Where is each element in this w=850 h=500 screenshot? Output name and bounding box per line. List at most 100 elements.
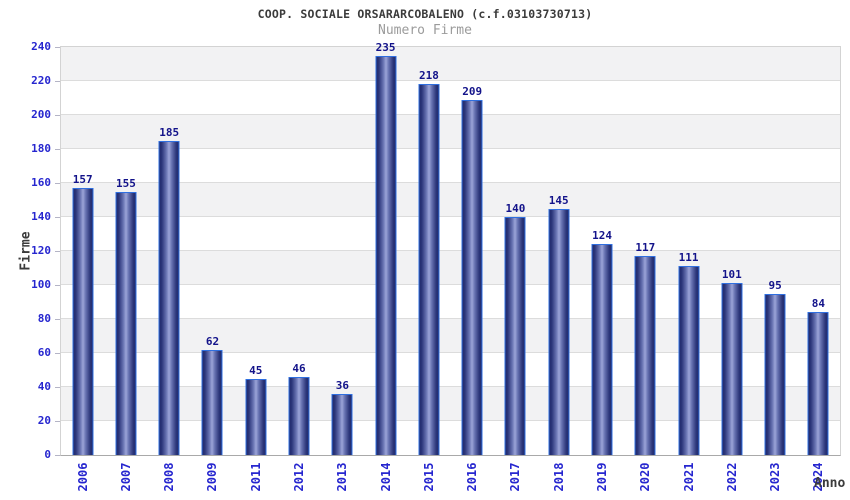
gridline — [61, 80, 840, 81]
gridline — [61, 114, 840, 115]
x-tick-slot: 2006 — [61, 458, 104, 496]
bar-value-label: 140 — [505, 202, 526, 215]
x-axis-title: Anno — [814, 476, 846, 491]
y-tick-label: 240 — [31, 40, 51, 53]
x-tick-slot: 2021 — [667, 458, 710, 496]
y-axis-title: Firme — [18, 231, 34, 271]
x-tick-slot: 2009 — [191, 458, 234, 496]
bar-slot: 145 — [537, 47, 580, 455]
y-tick-mark — [55, 455, 60, 456]
y-tick-label: 160 — [31, 176, 51, 189]
bar-slot: 124 — [580, 47, 623, 455]
bar-value-label: 111 — [678, 251, 699, 265]
chart-subtitle: Numero Firme — [378, 23, 472, 38]
x-tick-label: 2011 — [248, 462, 263, 492]
bar-2021 — [678, 266, 700, 455]
x-tick-label: 2022 — [724, 462, 739, 492]
x-tick-slot: 2015 — [407, 458, 450, 496]
bar-2018 — [548, 208, 570, 455]
y-tick-label: 120 — [31, 244, 51, 257]
y-tick-mark — [55, 387, 60, 388]
y-tick-label: 20 — [37, 414, 51, 427]
bar-value-label: 117 — [635, 241, 656, 255]
gridline — [61, 148, 840, 149]
gridline — [61, 420, 840, 421]
x-tick-slot: 2017 — [494, 458, 537, 496]
x-tick-label: 2019 — [595, 462, 610, 492]
bar-value-label: 209 — [462, 84, 483, 98]
bar-2007 — [115, 191, 137, 455]
y-tick-label: 100 — [31, 278, 51, 291]
bar-value-label: 124 — [592, 229, 612, 243]
y-tick-mark — [55, 217, 60, 218]
bar-2009 — [201, 349, 223, 455]
bars-layer: 157 155 185 62 45 46 36 235 218 209 140 145 124 117 11… — [61, 41, 840, 455]
x-tick-slot: 2014 — [364, 458, 407, 496]
bar-value-label: 45 — [249, 363, 263, 377]
plot-area — [60, 46, 841, 456]
x-tick-slot: 2007 — [104, 458, 147, 496]
x-tick-label: 2007 — [118, 462, 133, 492]
bar-value-label: 155 — [115, 176, 136, 190]
x-tick-label: 2020 — [638, 462, 653, 492]
x-tick-slot: 2020 — [624, 458, 667, 496]
x-tick-label: 2008 — [162, 462, 177, 492]
y-tick-label: 60 — [37, 346, 51, 359]
bar-slot: 101 — [710, 47, 753, 455]
x-tick-label: 2018 — [551, 462, 566, 492]
bar-2023 — [764, 293, 786, 455]
bar-value-label: 157 — [72, 173, 93, 187]
bars-row: 157 155 185 62 45 46 36 235 218 209 140 145 124 117 11… — [61, 41, 840, 455]
bar-slot: 140 — [494, 47, 537, 455]
x-tick-slot: 2008 — [148, 458, 191, 496]
bar-value-label: 84 — [811, 297, 826, 311]
y-tick-mark — [55, 115, 60, 116]
bar-slot: 45 — [234, 47, 277, 455]
x-tick-label: 2016 — [465, 462, 480, 492]
x-tick-label: 2009 — [205, 462, 220, 492]
bar-value-label: 145 — [548, 193, 569, 207]
x-tick-slot: 2019 — [580, 458, 623, 496]
bar-2008 — [158, 140, 180, 455]
bar-slot: 62 — [191, 47, 234, 455]
bar-slot: 185 — [148, 47, 191, 455]
y-tick-mark — [55, 47, 60, 48]
x-tick-label: 2014 — [378, 462, 393, 492]
bar-value-label: 36 — [335, 378, 349, 392]
bar-2012 — [288, 376, 310, 455]
x-tick-label: 2006 — [75, 462, 90, 492]
x-tick-slot: 2022 — [710, 458, 753, 496]
y-tick-mark — [55, 251, 60, 252]
x-tick-label: 2021 — [681, 462, 696, 492]
chart-title: COOP. SOCIALE ORSARARCOBALENO (c.f.03103… — [257, 7, 593, 21]
gridline — [61, 216, 840, 217]
y-tick-mark — [55, 353, 60, 354]
x-tick-slot: 2011 — [234, 458, 277, 496]
x-tick-slot: 2023 — [754, 458, 797, 496]
bar-slot: 117 — [624, 47, 667, 455]
bar-slot: 84 — [797, 47, 840, 455]
gridline — [61, 182, 840, 183]
bar-slot: 95 — [754, 47, 797, 455]
bar-value-label: 62 — [205, 334, 220, 348]
bar-slot: 218 — [407, 47, 450, 455]
bar-slot: 235 — [364, 41, 407, 455]
gridline — [61, 250, 840, 251]
bar-2006 — [72, 188, 94, 455]
bar-slot: 157 — [61, 47, 104, 455]
y-tick-mark — [55, 285, 60, 286]
x-tick-label: 2015 — [421, 462, 436, 492]
bar-2022 — [721, 283, 743, 455]
gridline — [61, 352, 840, 353]
x-tick-label: 2017 — [508, 462, 523, 492]
gridline — [61, 318, 840, 319]
bar-slot: 209 — [451, 47, 494, 455]
bar-2015 — [418, 84, 440, 455]
y-tick-label: 40 — [37, 380, 51, 393]
y-axis: 0 20 40 60 80 100 120 140 160 180 200 220 240 — [0, 0, 61, 500]
y-tick-mark — [55, 183, 60, 184]
bar-slot: 111 — [667, 47, 710, 455]
x-axis: 2006 2007 2008 2009 2011 2012 2013 2014 2015 2016… — [61, 458, 840, 496]
bar-value-label: 218 — [418, 69, 439, 83]
